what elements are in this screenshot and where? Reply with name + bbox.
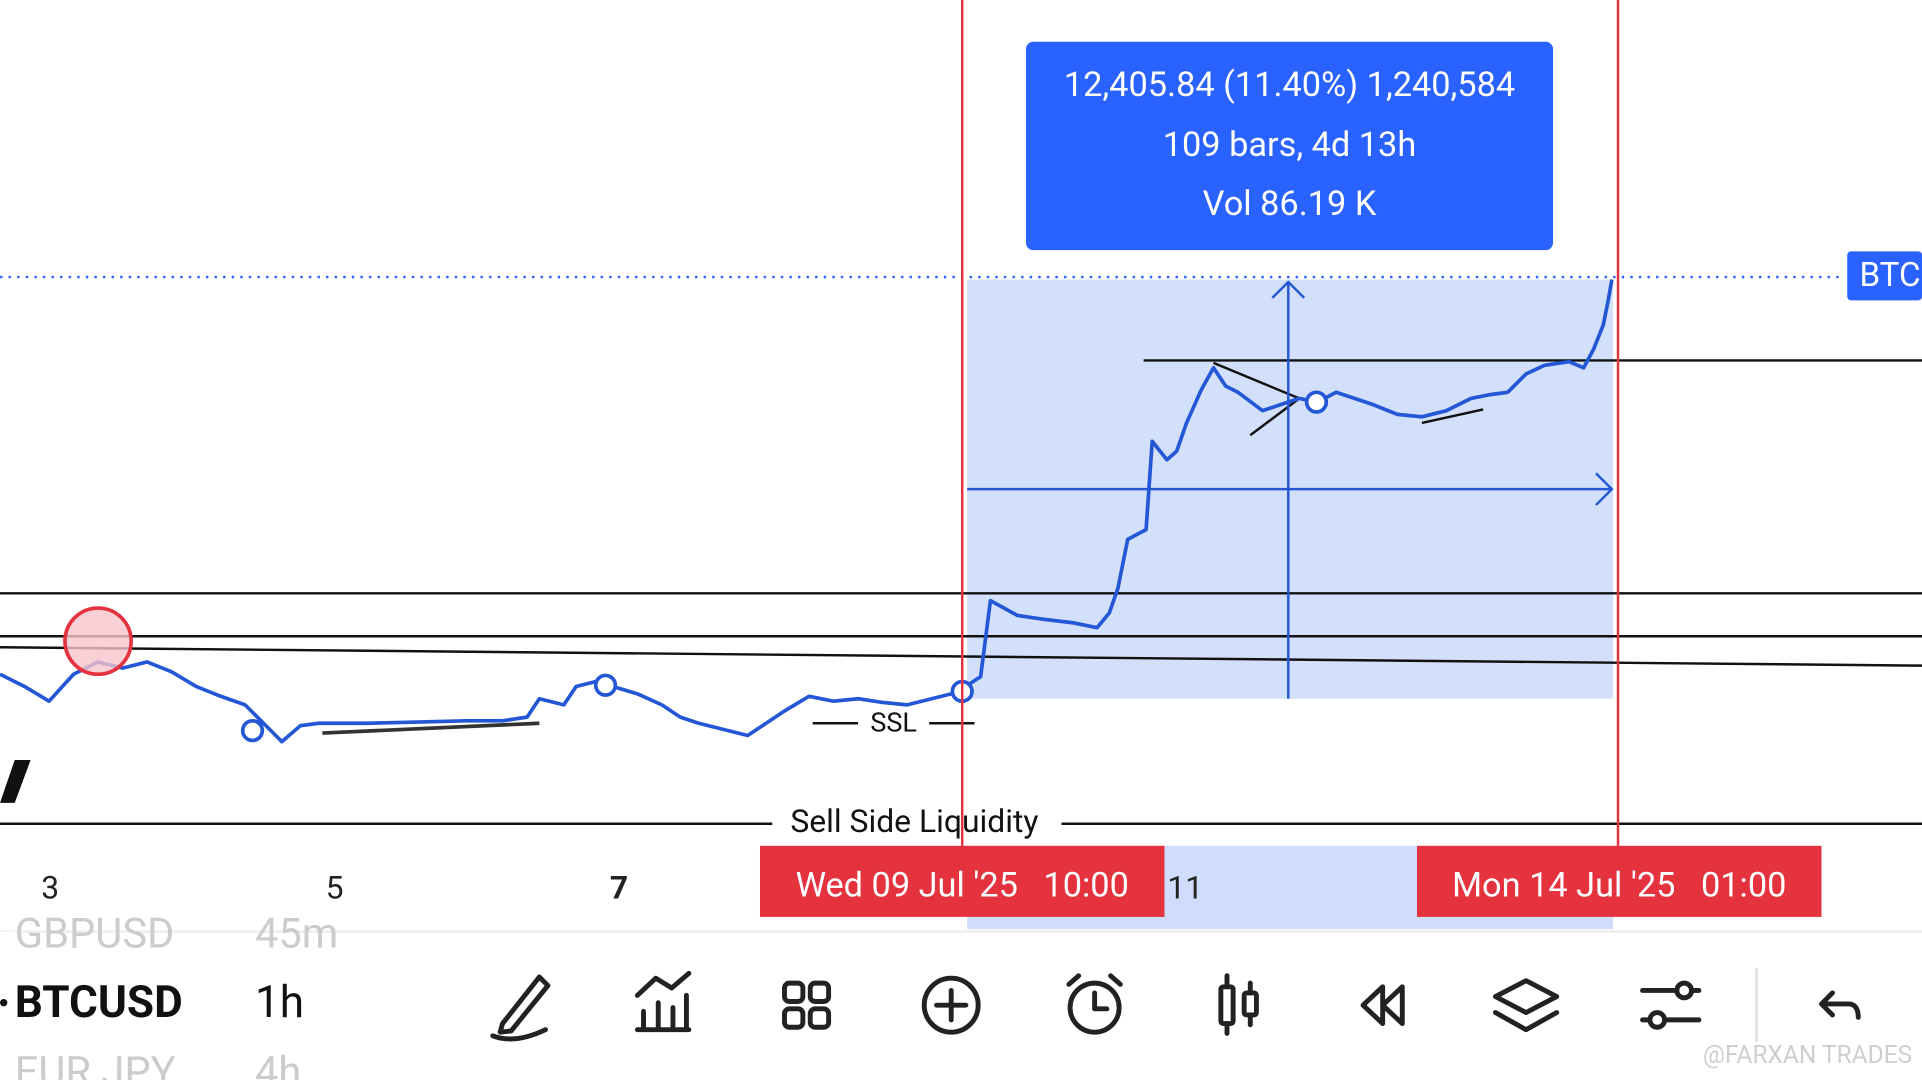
- range-start-text: Wed 09 Jul '25 10:00: [796, 866, 1129, 906]
- undo-tool[interactable]: [1819, 990, 1861, 1020]
- watchlist-interval[interactable]: 1h: [255, 976, 304, 1028]
- logo-fragment: [0, 760, 31, 803]
- price-tag: [1847, 251, 1922, 301]
- range-end-label: [1416, 845, 1822, 917]
- trend-line: [322, 721, 540, 735]
- layers-tool[interactable]: [1492, 978, 1560, 1033]
- watchlist-symbol[interactable]: BTCUSD: [15, 976, 183, 1028]
- arrow-head: [1271, 280, 1306, 299]
- annotation: Sell Side Liquidity: [790, 802, 1038, 840]
- layout-tool[interactable]: [782, 980, 832, 1030]
- measure-text: 12,405.84 (11.40%) 1,240,584: [1064, 65, 1515, 105]
- settings-tool[interactable]: [1640, 980, 1702, 1030]
- pattern-line: [1421, 408, 1484, 425]
- range-end-text: Mon 14 Jul '25 01:00: [1452, 866, 1786, 906]
- measure-text: 109 bars, 4d 13h: [1163, 125, 1417, 165]
- indicators-tool[interactable]: [634, 970, 692, 1033]
- range-start-label: [759, 845, 1165, 917]
- mask: [0, 931, 15, 1080]
- measure-tooltip: [1025, 41, 1554, 251]
- measure-text: Vol 86.19 K: [1203, 184, 1377, 224]
- time-label: 5: [326, 868, 344, 906]
- time-label: 7: [610, 868, 628, 906]
- watchlist-symbol[interactable]: GBPUSD: [15, 910, 175, 959]
- watermark: @FARXAN TRADES: [1703, 1040, 1912, 1069]
- replay-tool[interactable]: [1360, 984, 1405, 1027]
- alert-tool[interactable]: [1066, 973, 1123, 1035]
- marker-circle: [1304, 390, 1329, 414]
- marker-circle: [593, 673, 618, 697]
- time-label: 3: [41, 868, 59, 906]
- watchlist-interval[interactable]: 4h: [255, 1048, 301, 1080]
- watchlist-symbol[interactable]: EUR JPY: [15, 1048, 176, 1080]
- add-tool[interactable]: [921, 975, 981, 1035]
- dot: [0, 999, 8, 1007]
- price-tag-text: BTC: [1859, 256, 1920, 295]
- draw-tool[interactable]: [490, 974, 551, 1042]
- watchlist-interval[interactable]: 45m: [255, 910, 338, 959]
- annotation: SSL: [870, 707, 917, 739]
- highlight-circle: [63, 606, 133, 677]
- time-label: 11: [1167, 868, 1203, 906]
- marker-circle: [240, 718, 265, 743]
- arrow-head: [1595, 472, 1614, 506]
- chart-type-tool[interactable]: [1218, 973, 1259, 1036]
